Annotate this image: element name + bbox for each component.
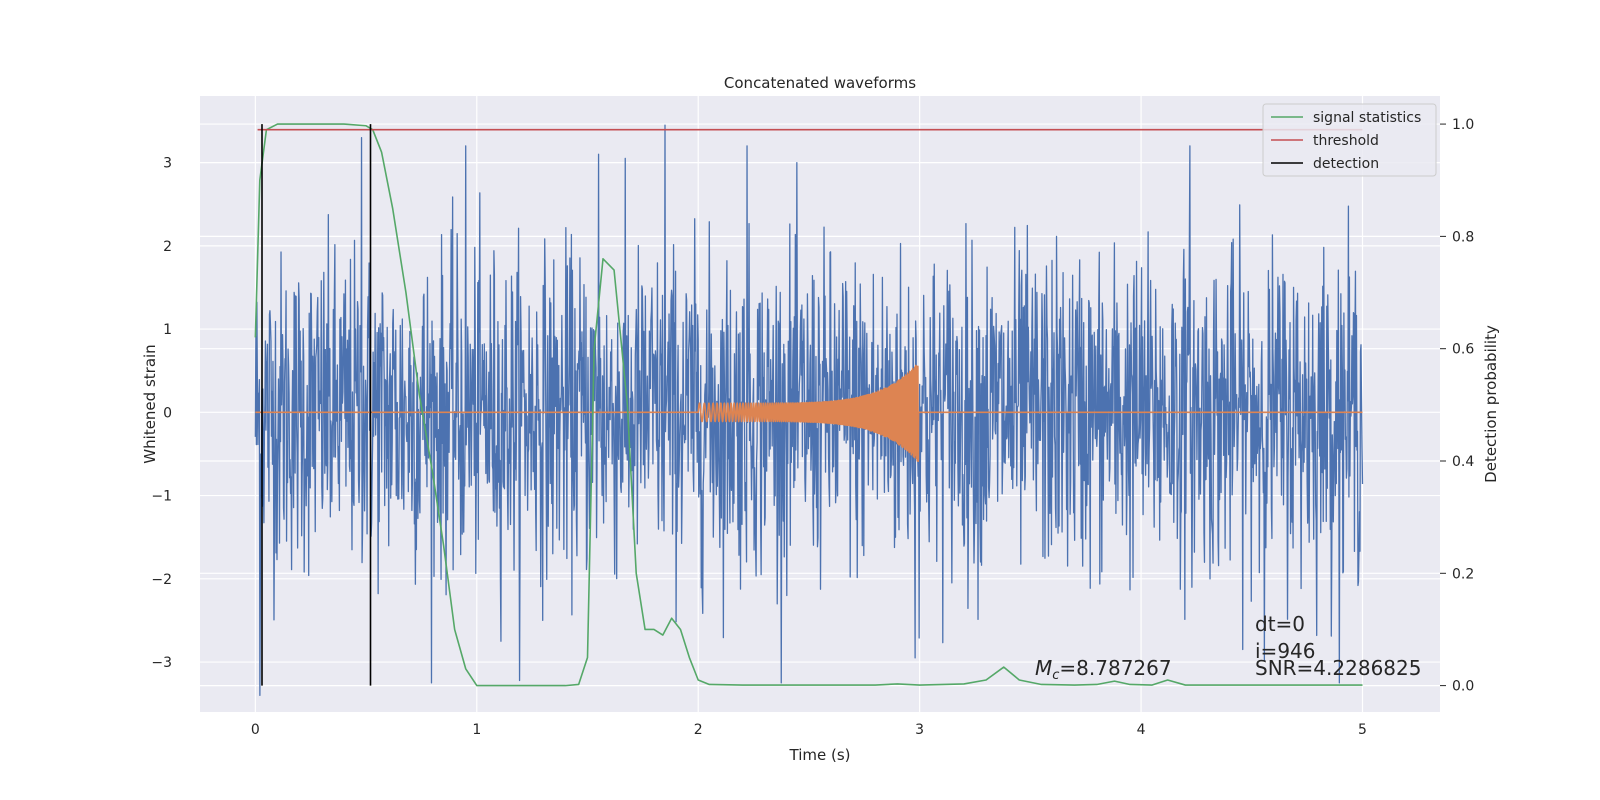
series-layer [254,123,1364,696]
series-whitened-strain [254,124,1364,696]
x-tick-label: 0 [251,722,260,738]
annotation-snr: SNR=4.2286825 [1255,656,1421,680]
y-right-tick-label: 0.0 [1452,679,1474,695]
y-axis-label: Whitened strain [141,344,159,463]
y-right-tick-label: 1.0 [1452,117,1474,133]
x-tick-label: 5 [1358,722,1367,738]
annotation-chirp-mass-symbol: M [1035,656,1052,680]
annotation-chirp-mass-subscript: c [1052,668,1059,683]
annotation-chirp-mass-value: =8.787267 [1059,656,1171,680]
y-tick-label: −2 [151,572,172,588]
y-axis-right-label: Detection probability [1482,325,1500,483]
x-tick-label: 4 [1137,722,1146,738]
x-tick-label: 1 [472,722,481,738]
x-axis-label: Time (s) [789,746,851,764]
annotation-i: i=946 [1255,639,1316,663]
y-tick-label: −3 [151,655,172,671]
chart-title: Concatenated waveforms [724,74,916,92]
y-tick-label: 3 [163,156,172,172]
y-tick-label: 1 [163,322,172,338]
legend: signal statistics threshold detection [1262,103,1437,177]
y-right-tick-label: 0.8 [1452,229,1474,245]
legend-label-signal-statistics: signal statistics [1313,110,1421,126]
y-right-tick-label: 0.4 [1452,454,1474,470]
y-right-tick-label: 0.6 [1452,342,1474,358]
legend-box [1262,103,1437,177]
y-tick-label: 0 [163,405,172,421]
annotation-dt: dt=0 [1255,612,1305,636]
y-tick-label: −1 [151,489,172,505]
y-tick-label: 2 [163,239,172,255]
annotation-chirp-mass: Mc=8.787267 [1035,656,1172,683]
tick-labels: 0 1 2 3 4 5 −3 −2 −1 0 1 2 3 0.0 0.2 0.4 0.6 0.8 1.0 [151,117,1474,738]
series-signal-statistics [254,123,1363,687]
series-injected-waveform [255,364,1363,463]
y-right-tick-label: 0.2 [1452,566,1474,582]
x-tick-label: 2 [694,722,703,738]
x-tick-label: 3 [915,722,924,738]
annotations: Mc=8.787267 dt=0 i=946 SNR=4.2286825 [1035,612,1421,683]
legend-label-detection: detection [1313,156,1379,172]
legend-label-threshold: threshold [1313,133,1379,149]
